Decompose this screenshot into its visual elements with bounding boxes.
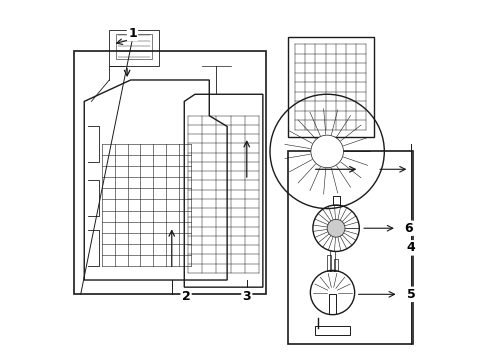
Text: 3: 3: [243, 289, 251, 303]
Text: 2: 2: [182, 289, 191, 303]
Text: 5: 5: [407, 288, 416, 301]
Bar: [315, 327, 350, 336]
Circle shape: [311, 135, 343, 168]
Bar: [74, 51, 267, 294]
Text: 6: 6: [404, 222, 413, 235]
Bar: [117, 33, 152, 59]
Text: 1: 1: [128, 27, 137, 40]
Text: 4: 4: [407, 241, 416, 255]
Bar: [288, 37, 373, 137]
Bar: [109, 30, 159, 66]
Bar: [288, 152, 413, 344]
Circle shape: [327, 219, 345, 237]
